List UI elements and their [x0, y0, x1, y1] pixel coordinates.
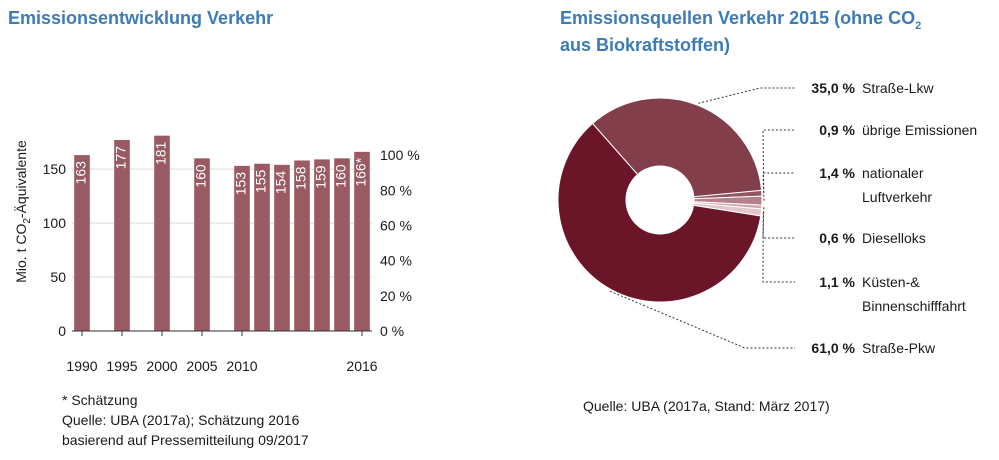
bar-value-label: 166* [353, 157, 369, 186]
bar-chart-title: Emissionsentwicklung Verkehr [8, 8, 274, 28]
leader-line [762, 172, 795, 201]
y-tick-label: 0 [58, 323, 66, 339]
slice-name-label: Straße-Pkw [862, 340, 936, 356]
bar-value-label: 154 [273, 171, 289, 195]
slice-value-label: 61,0 % [811, 340, 855, 356]
bar-1995 [114, 139, 130, 331]
bar-2011 [254, 163, 270, 331]
leader-line [762, 212, 795, 283]
slice-value-label: 35,0 % [811, 80, 855, 96]
slice-value-label: 0,9 % [819, 122, 855, 138]
bar-2012 [274, 164, 290, 331]
slice-name-label: Küsten-& [862, 274, 920, 290]
leader-line [762, 207, 795, 239]
donut-chart: 35,0 % Straße-Lkw 0,9 % übrige Emissionen 1,… [557, 80, 977, 356]
slice-name-label: nationaler [862, 165, 924, 181]
right-y-tick-label: 0 % [380, 323, 404, 339]
bar-2014 [314, 159, 330, 331]
right-y-tick-label: 80 % [380, 182, 412, 198]
y-tick-label: 150 [43, 161, 67, 177]
slice-value-label: 1,4 % [819, 165, 855, 181]
leader-line [609, 290, 795, 349]
bar-2013 [294, 160, 310, 331]
slice-value-label: 1,1 % [819, 274, 855, 290]
bar-chart-notes: * Schätzung Quelle: UBA (2017a); Schätzu… [62, 390, 309, 450]
bar-2015 [334, 158, 350, 331]
bar-value-label: 158 [293, 166, 309, 190]
bar-2010 [234, 165, 250, 331]
bar-source-line2: basierend auf Pressemitteilung 09/2017 [62, 432, 309, 448]
bar-value-label: 181 [153, 141, 169, 165]
donut-chart-title: Emissionsquellen Verkehr 2015 (ohne CO2 … [560, 6, 980, 57]
donut-title-line2: aus Biokraftstoffen) [560, 35, 731, 55]
bar-value-label: 160 [193, 164, 209, 188]
right-y-tick-label: 60 % [380, 217, 412, 233]
donut-title-line1: Emissionsquellen Verkehr 2015 (ohne CO2 [560, 8, 922, 32]
right-y-tick-label: 20 % [380, 288, 412, 304]
donut-slice-1 [591, 97, 763, 198]
bar-value-label: 159 [313, 165, 329, 189]
bar-value-label: 163 [73, 161, 89, 185]
slice-name-label: übrige Emissionen [862, 122, 977, 138]
y-axis-label: Mio. t CO2-Äquivalente [13, 140, 33, 283]
slice-name-label: Binnenschifffahrt [862, 298, 966, 314]
bar-2000 [154, 135, 170, 331]
right-y-tick-label: 40 % [380, 253, 412, 269]
x-tick-label: 1995 [106, 358, 137, 374]
leader-line [762, 129, 795, 194]
x-tick-label: 2010 [226, 358, 257, 374]
x-tick-label: 2000 [146, 358, 177, 374]
x-tick-label: 2016 [346, 358, 377, 374]
y-tick-label: 50 [50, 269, 66, 285]
leader-line [698, 87, 795, 104]
bar-1990 [74, 155, 90, 331]
bar-2005 [194, 158, 210, 331]
bar-value-label: 155 [253, 170, 269, 194]
y-tick-label: 100 [43, 215, 67, 231]
x-tick-label: 1990 [66, 358, 97, 374]
bar-value-label: 160 [333, 164, 349, 188]
slice-name-label: Luftverkehr [862, 189, 932, 205]
slice-value-label: 0,6 % [819, 230, 855, 246]
right-y-tick-label: 100 % [380, 147, 420, 163]
donut-slice-6 [557, 122, 762, 303]
donut-source: Quelle: UBA (2017a, Stand: März 2017) [583, 398, 830, 414]
bar-value-label: 153 [233, 172, 249, 196]
bar-source-line1: Quelle: UBA (2017a); Schätzung 2016 [62, 412, 300, 428]
slice-name-label: Straße-Lkw [862, 80, 934, 96]
bar-footnote: * Schätzung [62, 392, 138, 408]
slice-name-label: Dieselloks [862, 230, 926, 246]
bar-value-label: 177 [113, 146, 129, 170]
x-tick-label: 2005 [186, 358, 217, 374]
bar-2016 [354, 151, 370, 331]
